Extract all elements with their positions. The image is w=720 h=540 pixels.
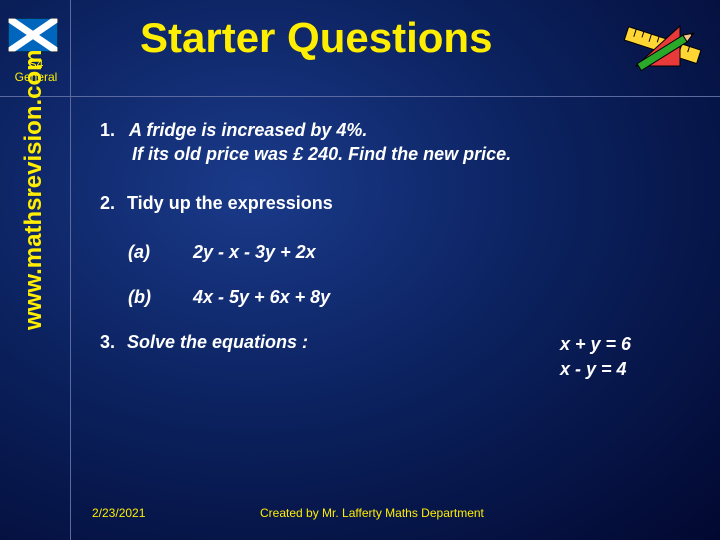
footer-credit: Created by Mr. Lafferty Maths Department: [260, 506, 484, 520]
questions-block: 1. A fridge is increased by 4%. If its ol…: [100, 118, 680, 382]
question-2b: (b) 4x - 5y + 6x + 8y: [128, 287, 680, 308]
q2a-label: (a): [128, 242, 188, 263]
q3-text: Solve the equations :: [127, 332, 560, 382]
q1-line1: A fridge is increased by 4%.: [129, 120, 367, 140]
footer-date: 2/23/2021: [92, 506, 145, 520]
q3-eq2: x - y = 4: [560, 357, 680, 382]
q1-number: 1.: [100, 120, 115, 140]
q3-equations: x + y = 6 x - y = 4: [560, 332, 680, 382]
horizontal-divider: [0, 96, 720, 97]
q2a-expr: 2y - x - 3y + 2x: [193, 242, 316, 262]
maths-tools-icon: [618, 8, 706, 86]
question-1: 1. A fridge is increased by 4%. If its ol…: [100, 118, 680, 167]
scotland-flag-icon: [8, 18, 58, 52]
q2-text: Tidy up the expressions: [127, 193, 333, 213]
q3-number: 3.: [100, 332, 115, 382]
vertical-divider: [70, 0, 71, 540]
q2b-label: (b): [128, 287, 188, 308]
sidebar-url: www.mathsrevision.com: [20, 49, 48, 330]
q1-line2: If its old price was £ 240. Find the new…: [132, 144, 511, 164]
page-title: Starter Questions: [140, 14, 492, 62]
q2b-expr: 4x - 5y + 6x + 8y: [193, 287, 330, 307]
q3-eq1: x + y = 6: [560, 332, 680, 357]
question-2: 2. Tidy up the expressions: [100, 193, 680, 214]
question-3: 3. Solve the equations : x + y = 6 x - y…: [100, 332, 680, 382]
question-2a: (a) 2y - x - 3y + 2x: [128, 242, 680, 263]
q2-number: 2.: [100, 193, 115, 213]
